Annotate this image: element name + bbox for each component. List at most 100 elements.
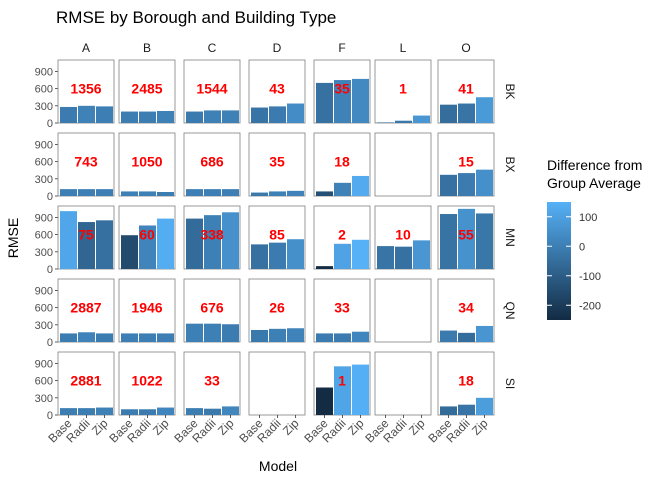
bar bbox=[139, 191, 156, 196]
row-strip-label: QN bbox=[503, 302, 517, 320]
bar bbox=[476, 97, 493, 123]
y-tick-label: 0 bbox=[47, 337, 53, 349]
y-tick-label: 900 bbox=[35, 139, 53, 151]
bar bbox=[204, 110, 221, 123]
y-tick-label: 600 bbox=[35, 376, 53, 388]
bar bbox=[204, 323, 221, 342]
bar bbox=[287, 190, 304, 196]
count-label: 18 bbox=[334, 154, 350, 170]
legend-title-line-1: Difference from bbox=[547, 157, 642, 173]
bar bbox=[186, 189, 203, 196]
bar bbox=[186, 323, 203, 342]
bar bbox=[96, 220, 113, 269]
x-tick-label: Zip bbox=[469, 416, 491, 438]
bar bbox=[121, 409, 138, 415]
x-tick-label: Zip bbox=[280, 416, 302, 438]
bar bbox=[395, 120, 412, 123]
bar bbox=[458, 404, 475, 415]
x-tick-label: Zip bbox=[150, 416, 172, 438]
legend-colorbar bbox=[547, 202, 571, 320]
bar bbox=[121, 191, 138, 196]
facet-panel bbox=[118, 132, 176, 197]
bar bbox=[78, 332, 95, 342]
bar bbox=[476, 169, 493, 196]
column-strip-label: B bbox=[143, 41, 151, 55]
bar bbox=[458, 103, 475, 123]
y-tick-label: 300 bbox=[35, 101, 53, 113]
column-strip-label: A bbox=[82, 41, 90, 55]
bar bbox=[413, 115, 430, 123]
bar bbox=[458, 332, 475, 342]
bar bbox=[222, 324, 239, 342]
y-tick-label: 300 bbox=[35, 393, 53, 405]
bar bbox=[377, 246, 394, 269]
bar bbox=[222, 212, 239, 269]
bar bbox=[440, 214, 457, 269]
bar bbox=[316, 333, 333, 342]
bar bbox=[204, 189, 221, 196]
bar bbox=[476, 397, 493, 415]
bar bbox=[139, 333, 156, 342]
bar bbox=[157, 191, 174, 196]
facet-panels: A B C D F L OBKBXMNQNSI03006009000300600900030… bbox=[35, 41, 517, 445]
count-label: 60 bbox=[139, 227, 155, 243]
y-tick-label: 0 bbox=[47, 118, 53, 130]
facet-panel bbox=[313, 278, 371, 343]
bar bbox=[121, 235, 138, 269]
bar bbox=[316, 387, 333, 415]
count-label: 33 bbox=[204, 373, 220, 389]
x-tick-label: Zip bbox=[215, 416, 237, 438]
count-label: 35 bbox=[334, 81, 350, 97]
bar bbox=[334, 80, 351, 123]
count-label: 18 bbox=[458, 373, 474, 389]
count-label: 43 bbox=[269, 81, 285, 97]
facet-panel bbox=[57, 278, 115, 343]
bar bbox=[60, 211, 77, 269]
bar bbox=[96, 106, 113, 123]
bar bbox=[204, 215, 221, 269]
bar bbox=[139, 225, 156, 269]
bar bbox=[78, 189, 95, 196]
row-strip-label: MN bbox=[503, 228, 517, 247]
bar bbox=[121, 333, 138, 342]
bar bbox=[352, 364, 369, 415]
count-label: 686 bbox=[200, 154, 224, 170]
row-strip-label: BX bbox=[503, 156, 517, 172]
facet-panel bbox=[183, 132, 241, 197]
count-label: 2887 bbox=[70, 300, 101, 316]
bar bbox=[269, 191, 286, 196]
x-axis-title: Model bbox=[259, 458, 297, 474]
bar bbox=[395, 246, 412, 269]
count-label: 1946 bbox=[131, 300, 162, 316]
bar bbox=[251, 192, 268, 196]
bar bbox=[222, 110, 239, 123]
bar bbox=[157, 333, 174, 342]
bar bbox=[440, 330, 457, 342]
bar bbox=[334, 366, 351, 415]
count-label: 15 bbox=[458, 154, 474, 170]
y-tick-label: 0 bbox=[47, 410, 53, 422]
column-strip-label: C bbox=[208, 41, 217, 55]
bar bbox=[251, 329, 268, 342]
bar bbox=[222, 406, 239, 415]
bar bbox=[377, 122, 394, 123]
bar bbox=[96, 407, 113, 415]
row-strip-label: SI bbox=[503, 378, 517, 389]
bar bbox=[96, 333, 113, 342]
facet-panel bbox=[374, 351, 432, 416]
y-tick-label: 600 bbox=[35, 303, 53, 315]
legend-tick-label: 100 bbox=[579, 212, 597, 224]
facet-panel bbox=[118, 351, 176, 416]
bar bbox=[269, 106, 286, 123]
count-label: 2881 bbox=[70, 373, 101, 389]
bar bbox=[287, 328, 304, 342]
bar bbox=[78, 408, 95, 415]
bar bbox=[458, 208, 475, 269]
count-label: 1544 bbox=[196, 81, 227, 97]
column-strip-label: F bbox=[338, 41, 345, 55]
count-label: 1022 bbox=[131, 373, 162, 389]
column-strip-label: D bbox=[273, 41, 282, 55]
bar bbox=[352, 331, 369, 342]
count-label: 85 bbox=[269, 227, 285, 243]
